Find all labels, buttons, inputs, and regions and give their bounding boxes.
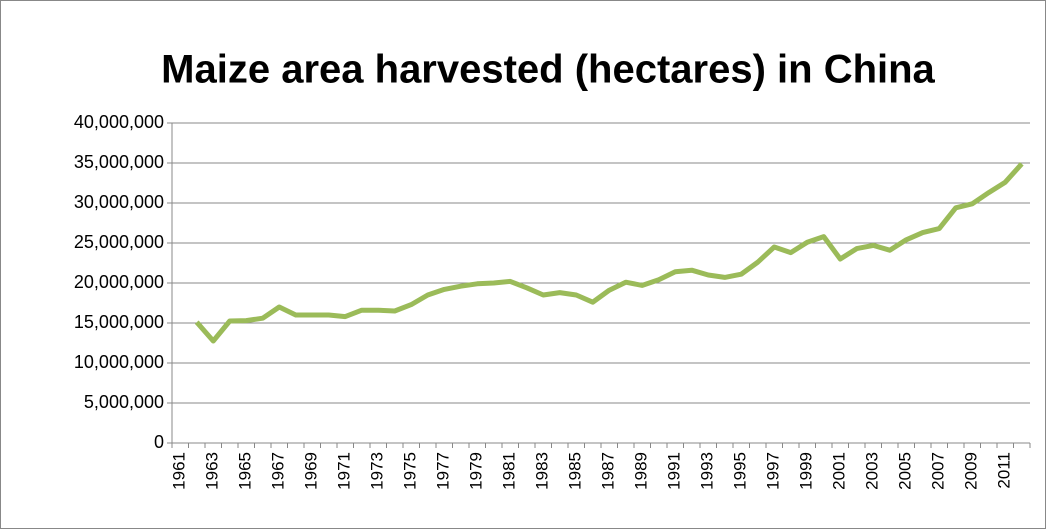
x-tick-label: 1997 <box>764 452 783 490</box>
x-tick-label: 1981 <box>500 452 519 490</box>
x-tick-label: 1969 <box>302 452 321 490</box>
x-tick-label: 2003 <box>863 452 882 490</box>
y-tick-label: 40,000,000 <box>74 112 164 132</box>
chart-title: Maize area harvested (hectares) in China <box>161 48 935 92</box>
y-tick-label: 25,000,000 <box>74 232 164 252</box>
x-tick-label: 2007 <box>929 452 948 490</box>
y-tick-label: 35,000,000 <box>74 152 164 172</box>
y-tick-label: 10,000,000 <box>74 352 164 372</box>
x-tick-label: 1979 <box>467 452 486 490</box>
x-tick-label: 2005 <box>896 452 915 490</box>
y-tick-label: 20,000,000 <box>74 272 164 292</box>
y-tick-label: 0 <box>154 432 164 452</box>
x-tick-label: 2011 <box>995 452 1014 489</box>
x-tick-label: 1961 <box>170 452 189 490</box>
x-tick-label: 1971 <box>335 452 354 490</box>
x-tick-label: 2009 <box>962 452 981 490</box>
x-tick-label: 1975 <box>401 452 420 490</box>
x-tick-label: 1963 <box>203 452 222 490</box>
x-tick-label: 1999 <box>797 452 816 490</box>
x-tick-label: 1973 <box>368 452 387 490</box>
x-tick-label: 1965 <box>236 452 255 490</box>
x-tick-label: 1987 <box>599 452 618 490</box>
y-tick-label: 5,000,000 <box>84 392 164 412</box>
x-tick-label: 1995 <box>731 452 750 490</box>
data-line <box>194 162 1024 344</box>
x-tick-label: 1993 <box>698 452 717 490</box>
y-tick-label: 30,000,000 <box>74 192 164 212</box>
x-tick-label: 1977 <box>434 452 453 490</box>
x-tick-label: 2001 <box>830 452 849 490</box>
x-tick-label: 1989 <box>632 452 651 490</box>
x-tick-label: 1991 <box>665 452 684 490</box>
x-tick-label: 1983 <box>533 452 552 490</box>
y-tick-label: 15,000,000 <box>74 312 164 332</box>
x-tick-label: 1985 <box>566 452 585 490</box>
x-tick-label: 1967 <box>269 452 288 490</box>
